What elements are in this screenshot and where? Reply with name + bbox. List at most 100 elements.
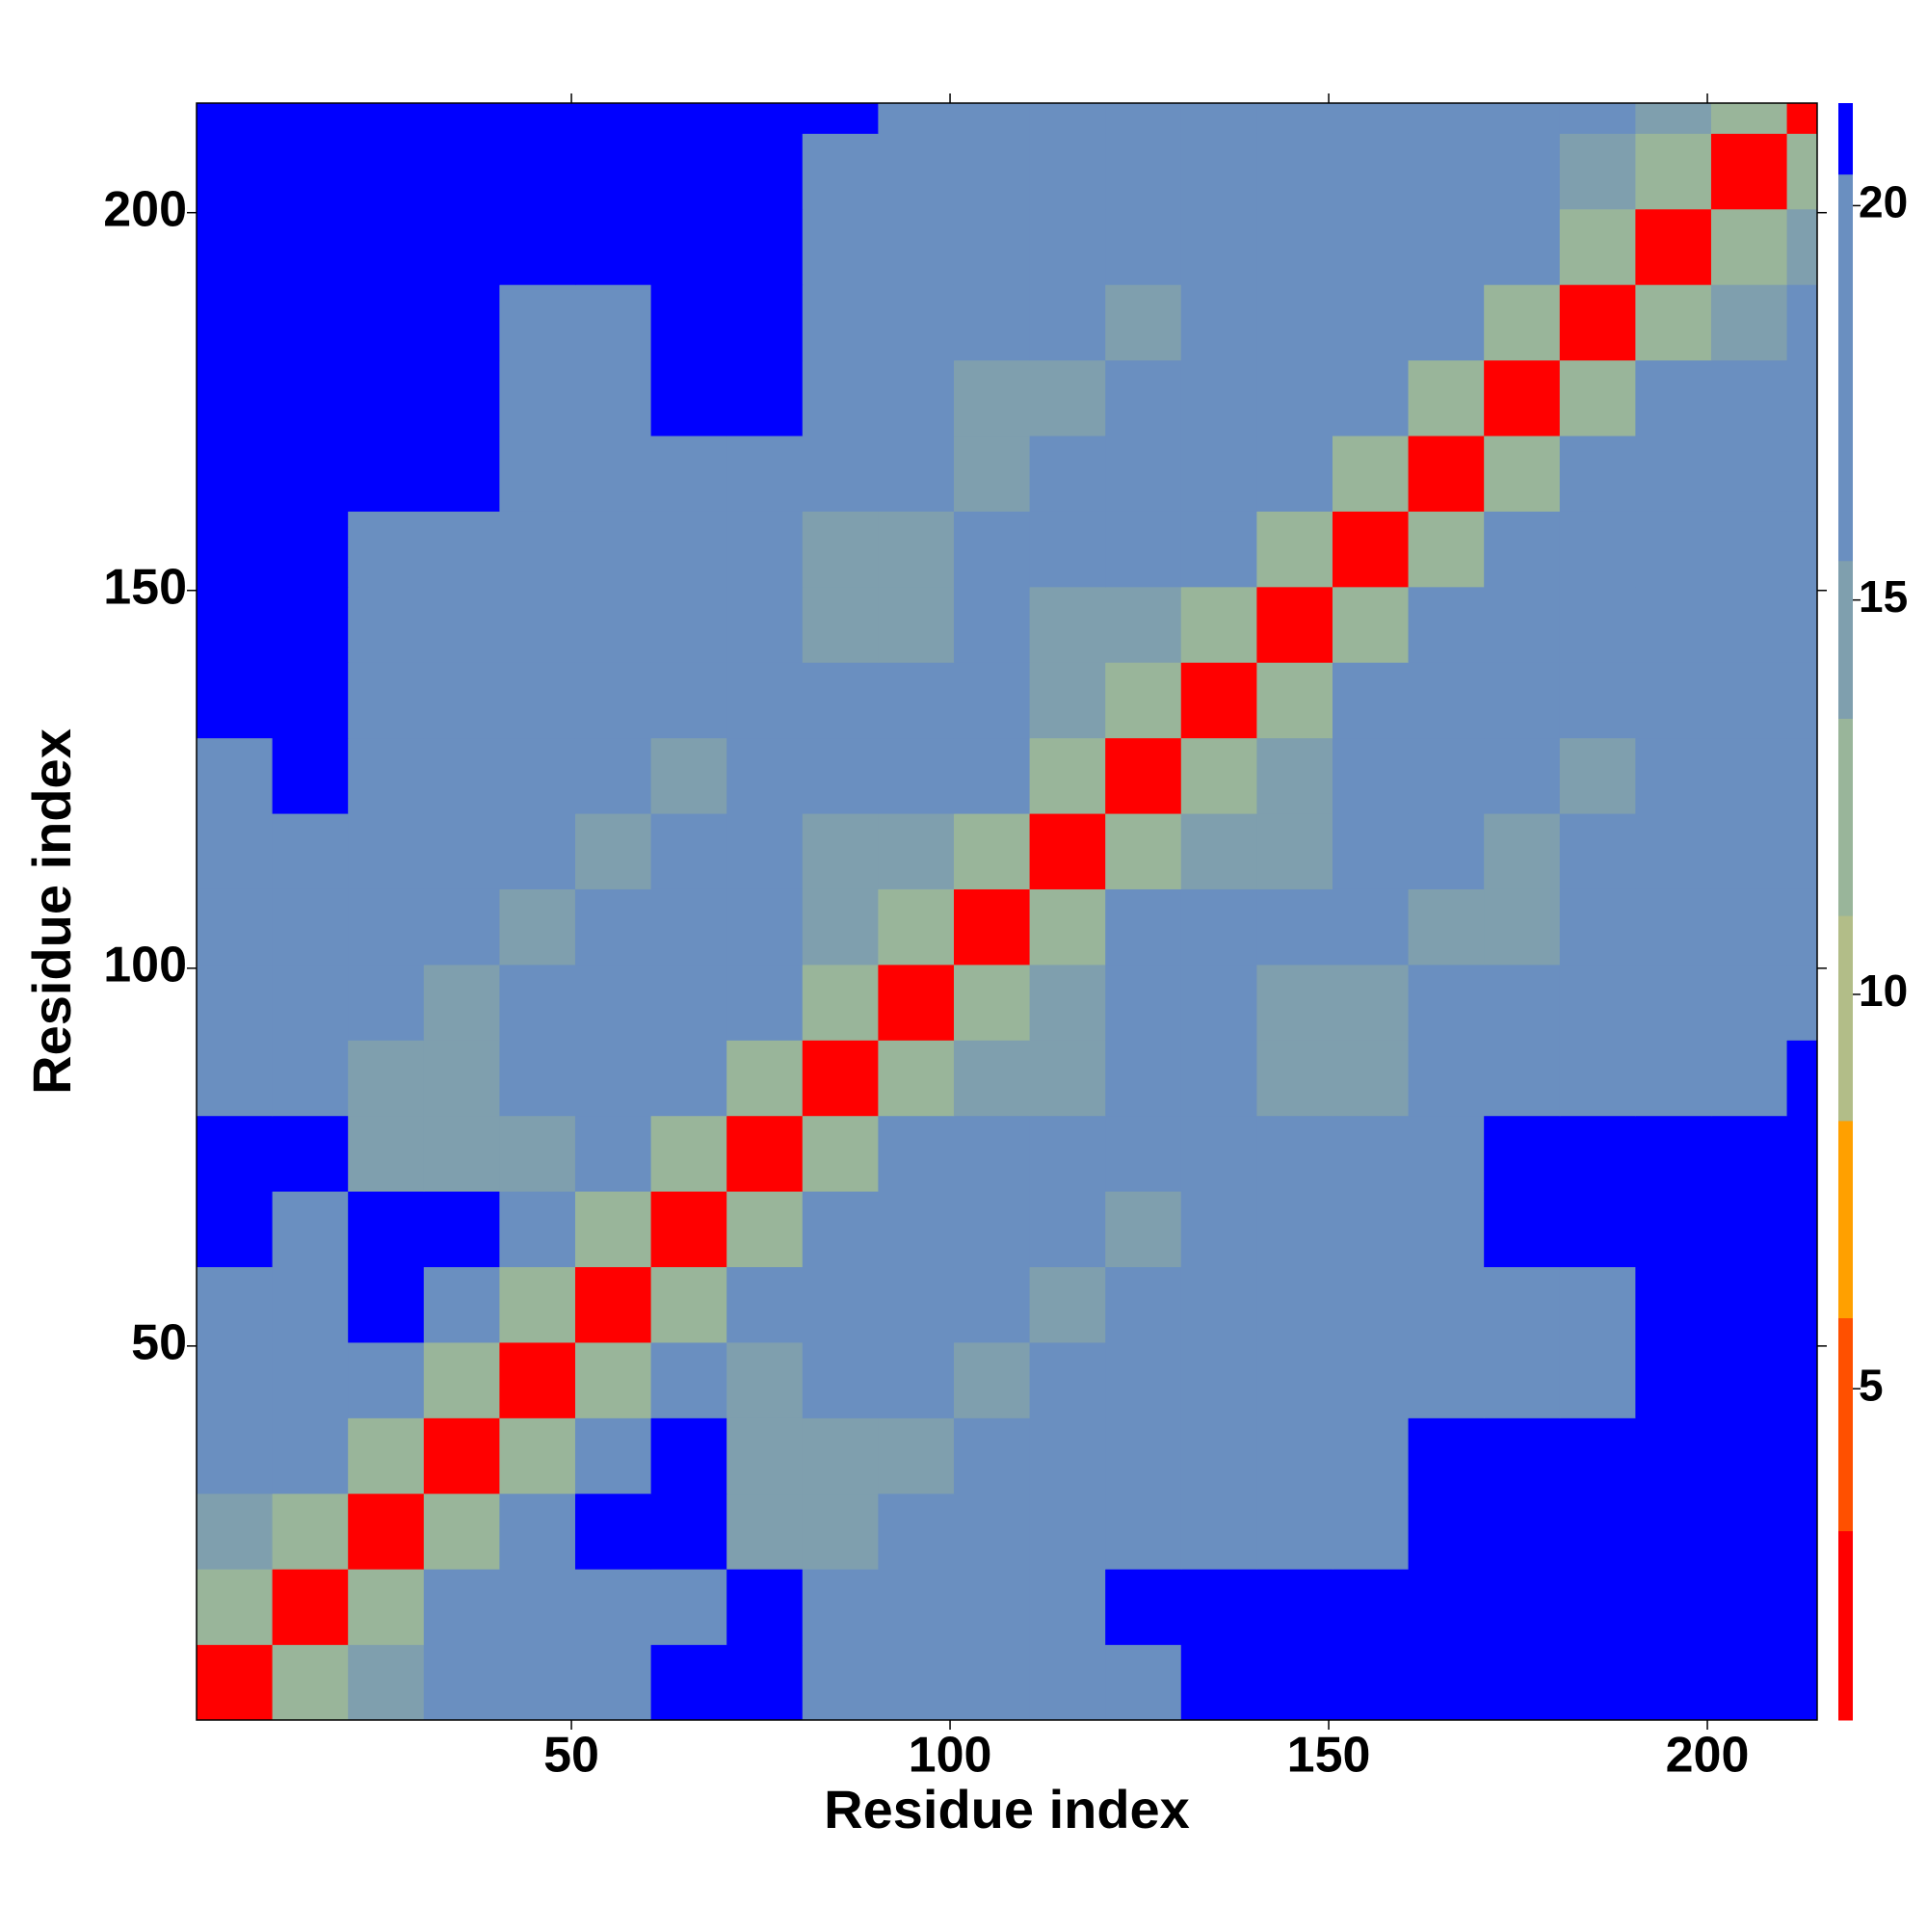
heatmap-cell — [499, 1266, 576, 1343]
heatmap-cell — [1710, 1115, 1788, 1192]
heatmap-cell — [1105, 103, 1182, 134]
heatmap-cell — [1105, 964, 1182, 1041]
heatmap-cell — [1256, 208, 1333, 285]
heatmap-cell — [650, 586, 727, 663]
heatmap-cell — [197, 1644, 274, 1721]
heatmap-cell — [1559, 1569, 1636, 1646]
heatmap-cell — [348, 586, 425, 663]
heatmap-cell — [878, 208, 955, 285]
heatmap-cell — [197, 1115, 274, 1192]
heatmap-cell — [499, 813, 576, 889]
heatmap-cell — [650, 359, 727, 437]
heatmap-cell — [1180, 1493, 1257, 1570]
heatmap-cell — [197, 586, 274, 663]
heatmap-cell — [348, 1266, 425, 1343]
heatmap-cell — [1029, 1115, 1106, 1192]
heatmap-cell — [1635, 1266, 1712, 1343]
heatmap-cell — [1408, 813, 1485, 889]
heatmap-cell — [1786, 1341, 1818, 1418]
heatmap-cell — [1559, 511, 1636, 588]
heatmap-cell — [197, 208, 274, 285]
y-axis-label: Residue index — [21, 728, 82, 1095]
heatmap-cell — [1786, 284, 1818, 361]
heatmap-cell — [1559, 1191, 1636, 1268]
heatmap-cell — [348, 284, 425, 361]
heatmap-cell — [499, 359, 576, 437]
heatmap-cell — [1256, 1493, 1333, 1570]
heatmap-cell — [197, 133, 274, 210]
heatmap-cell — [1710, 888, 1788, 966]
heatmap-cell — [878, 359, 955, 437]
heatmap-cell — [1408, 103, 1485, 134]
heatmap-cell — [1105, 359, 1182, 437]
heatmap-cell — [878, 1191, 955, 1268]
heatmap-cell — [1180, 133, 1257, 210]
heatmap-cell — [650, 1266, 727, 1343]
heatmap-cell — [1105, 1040, 1182, 1117]
heatmap-cell — [1786, 888, 1818, 966]
heatmap-cell — [1559, 737, 1636, 814]
heatmap-cell — [348, 813, 425, 889]
heatmap-cell — [1332, 964, 1410, 1041]
heatmap-cell — [1786, 586, 1818, 663]
heatmap-cell — [1408, 737, 1485, 814]
colorbar-segment — [1838, 718, 1853, 916]
heatmap-cell — [348, 1115, 425, 1192]
heatmap-cell — [1029, 1191, 1106, 1268]
heatmap-cell — [878, 964, 955, 1041]
heatmap-cell — [1635, 662, 1712, 739]
heatmap-cell — [1484, 1341, 1561, 1418]
heatmap-cell — [650, 511, 727, 588]
heatmap-cell — [1786, 1569, 1818, 1646]
heatmap-cell — [1710, 133, 1788, 210]
heatmap-cell — [650, 284, 727, 361]
heatmap-cell — [1332, 662, 1410, 739]
heatmap-cell — [499, 103, 576, 134]
heatmap-cell — [1105, 1569, 1182, 1646]
heatmap-cell — [650, 1040, 727, 1117]
heatmap-cell — [197, 1191, 274, 1268]
heatmap-cell — [953, 1266, 1031, 1343]
colorbar-segment — [1838, 1530, 1853, 1721]
heatmap-cell — [802, 586, 879, 663]
heatmap-cell — [1029, 813, 1106, 889]
y-tick-label: 200 — [103, 181, 187, 237]
heatmap-cell — [272, 1644, 349, 1721]
heatmap-cell — [1635, 133, 1712, 210]
heatmap-cell — [1029, 888, 1106, 966]
heatmap-cell — [726, 737, 804, 814]
heatmap-cell — [802, 103, 879, 134]
heatmap-cell — [499, 888, 576, 966]
heatmap-cell — [574, 737, 652, 814]
heatmap-cell — [1180, 1341, 1257, 1418]
heatmap-cell — [1710, 511, 1788, 588]
heatmap-cell — [953, 586, 1031, 663]
heatmap-cell — [574, 813, 652, 889]
heatmap-cell — [802, 1493, 879, 1570]
heatmap-cell — [802, 1569, 879, 1646]
heatmap-cell — [1786, 813, 1818, 889]
heatmap-cell — [1408, 964, 1485, 1041]
heatmap-cell — [1105, 737, 1182, 814]
heatmap-cell — [726, 436, 804, 512]
heatmap-cell — [423, 1493, 500, 1570]
heatmap-cell — [574, 436, 652, 512]
heatmap-cell — [423, 964, 500, 1041]
heatmap-cell — [348, 359, 425, 437]
heatmap-cell — [1484, 436, 1561, 512]
heatmap-cell — [1256, 1191, 1333, 1268]
heatmap-cell — [272, 436, 349, 512]
heatmap-cell — [726, 511, 804, 588]
heatmap-cell — [1484, 1644, 1561, 1721]
heatmap-cell — [1408, 888, 1485, 966]
heatmap-cell — [802, 1115, 879, 1192]
heatmap-cell — [1710, 103, 1788, 134]
heatmap-cell — [1332, 1266, 1410, 1343]
heatmap-cell — [726, 1191, 804, 1268]
heatmap-cell — [348, 436, 425, 512]
heatmap-cell — [1029, 133, 1106, 210]
heatmap-cell — [1408, 1191, 1485, 1268]
heatmap-cell — [1484, 1493, 1561, 1570]
heatmap-cell — [1635, 1493, 1712, 1570]
heatmap-cell — [1484, 284, 1561, 361]
